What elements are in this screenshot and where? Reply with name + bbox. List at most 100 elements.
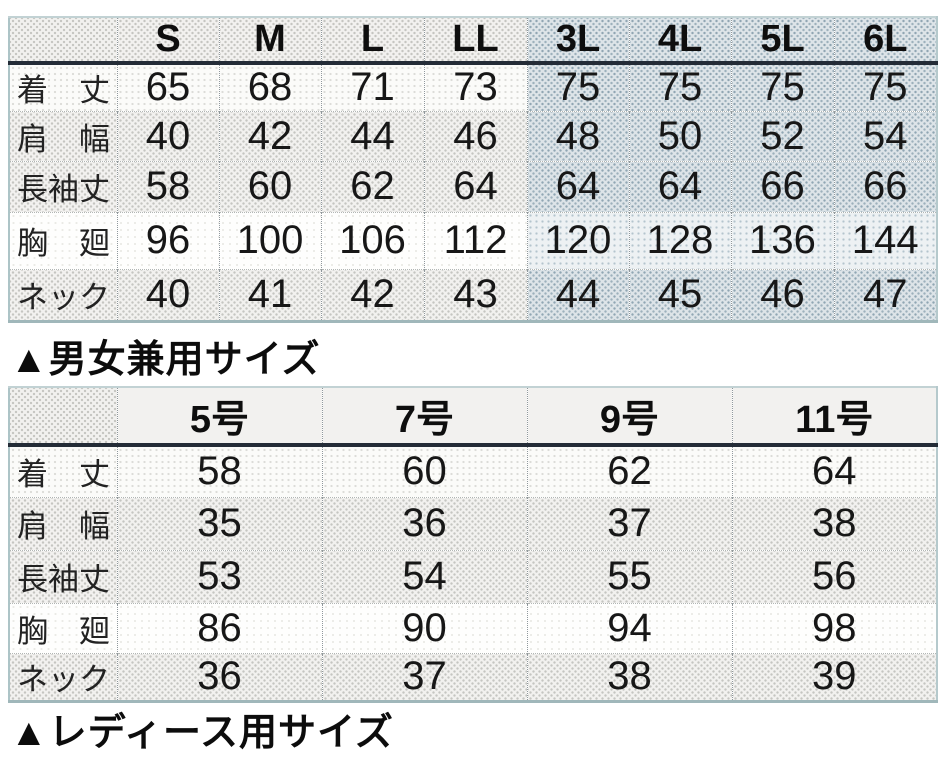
size-cell: 44 — [320, 110, 424, 161]
size-cell: 100 — [218, 211, 321, 269]
size-cell: 46 — [730, 268, 834, 321]
size-cell: 64 — [731, 444, 937, 497]
size-cell: 62 — [526, 444, 732, 497]
column-header-l: L — [320, 17, 424, 65]
size-cell: 112 — [423, 211, 527, 269]
size-cell: 90 — [321, 602, 527, 653]
row-label-sleeve-length: 長袖丈 — [9, 549, 117, 603]
size-cell: 144 — [833, 211, 937, 269]
size-cell: 58 — [116, 444, 322, 497]
row-label-chest: 胸 廻 — [9, 211, 117, 269]
size-cell: 64 — [423, 160, 527, 212]
size-cell: 43 — [423, 268, 527, 321]
column-header-m: M — [218, 17, 321, 65]
size-cell: 64 — [526, 160, 629, 212]
corner-cell — [9, 17, 117, 65]
row-label-shoulder-width: 肩 幅 — [9, 110, 117, 161]
size-cell: 48 — [526, 110, 629, 161]
size-cell: 120 — [526, 211, 629, 269]
size-cell: 38 — [526, 652, 732, 701]
size-cell: 54 — [321, 549, 527, 603]
size-cell: 66 — [730, 160, 834, 212]
size-cell: 42 — [218, 110, 321, 161]
size-cell: 46 — [423, 110, 527, 161]
size-cell: 36 — [321, 496, 527, 550]
row-label-sleeve-length: 長袖丈 — [9, 160, 117, 212]
table-row: 胸 廻 96 100 106 112 120 128 136 144 — [9, 211, 937, 269]
size-cell: 37 — [526, 496, 732, 550]
size-cell: 35 — [116, 496, 322, 550]
size-cell: 94 — [526, 602, 732, 653]
size-cell: 55 — [526, 549, 732, 603]
size-cell: 40 — [116, 268, 219, 321]
size-cell: 60 — [218, 160, 321, 212]
column-header-6l: 6L — [833, 17, 937, 65]
table-row: ネック 36 37 38 39 — [9, 652, 937, 701]
size-cell: 56 — [731, 549, 937, 603]
column-header-no7: 7号 — [321, 387, 527, 447]
size-cell: 58 — [116, 160, 219, 212]
size-cell: 42 — [320, 268, 424, 321]
row-label-neck: ネック — [9, 268, 117, 321]
table-row: 胸 廻 86 90 94 98 — [9, 602, 937, 653]
size-cell: 36 — [116, 652, 322, 701]
column-header-3l: 3L — [526, 17, 629, 65]
size-cell: 128 — [628, 211, 731, 269]
size-cell: 65 — [116, 62, 219, 111]
ladies-header-row: 5号 7号 9号 11号 — [9, 387, 937, 447]
size-cell: 75 — [833, 62, 937, 111]
size-cell: 54 — [833, 110, 937, 161]
size-cell: 66 — [833, 160, 937, 212]
size-cell: 44 — [526, 268, 629, 321]
table-row: 肩 幅 40 42 44 46 48 50 52 54 — [9, 110, 937, 161]
size-cell: 53 — [116, 549, 322, 603]
size-cell: 71 — [320, 62, 424, 111]
column-header-ll: LL — [423, 17, 527, 65]
table-row: 着 丈 65 68 71 73 75 75 75 75 — [9, 62, 937, 111]
size-cell: 62 — [320, 160, 424, 212]
size-cell: 136 — [730, 211, 834, 269]
size-cell: 64 — [628, 160, 731, 212]
row-label-body-length: 着 丈 — [9, 444, 117, 497]
size-cell: 75 — [526, 62, 629, 111]
row-label-body-length: 着 丈 — [9, 62, 117, 111]
size-cell: 60 — [321, 444, 527, 497]
size-cell: 39 — [731, 652, 937, 701]
size-cell: 106 — [320, 211, 424, 269]
unisex-size-table: S M L LL 3L 4L 5L 6L 着 丈 65 68 71 73 75 … — [8, 16, 938, 323]
column-header-no9: 9号 — [526, 387, 732, 447]
column-header-4l: 4L — [628, 17, 731, 65]
ladies-caption: ▲レディース用サイズ — [10, 712, 394, 754]
row-label-neck: ネック — [9, 652, 117, 701]
size-cell: 37 — [321, 652, 527, 701]
size-cell: 68 — [218, 62, 321, 111]
size-cell: 50 — [628, 110, 731, 161]
size-cell: 40 — [116, 110, 219, 161]
table-row: ネック 40 41 42 43 44 45 46 47 — [9, 268, 937, 321]
table-row: 長袖丈 58 60 62 64 64 64 66 66 — [9, 160, 937, 212]
size-cell: 96 — [116, 211, 219, 269]
table-row: 肩 幅 35 36 37 38 — [9, 496, 937, 550]
corner-cell — [9, 387, 117, 447]
size-cell: 98 — [731, 602, 937, 653]
column-header-s: S — [116, 17, 219, 65]
column-header-no5: 5号 — [116, 387, 322, 447]
column-header-5l: 5L — [730, 17, 834, 65]
table-row: 長袖丈 53 54 55 56 — [9, 549, 937, 603]
size-cell: 47 — [833, 268, 937, 321]
size-cell: 52 — [730, 110, 834, 161]
size-cell: 75 — [628, 62, 731, 111]
size-cell: 38 — [731, 496, 937, 550]
size-cell: 73 — [423, 62, 527, 111]
size-cell: 45 — [628, 268, 731, 321]
size-cell: 41 — [218, 268, 321, 321]
column-header-no11: 11号 — [731, 387, 937, 447]
unisex-caption: ▲男女兼用サイズ — [10, 339, 321, 381]
size-cell: 86 — [116, 602, 322, 653]
ladies-size-table: 5号 7号 9号 11号 着 丈 58 60 62 64 肩 幅 35 36 3… — [8, 386, 938, 703]
table-row: 着 丈 58 60 62 64 — [9, 444, 937, 497]
row-label-shoulder-width: 肩 幅 — [9, 496, 117, 550]
unisex-header-row: S M L LL 3L 4L 5L 6L — [9, 17, 937, 65]
size-cell: 75 — [730, 62, 834, 111]
row-label-chest: 胸 廻 — [9, 602, 117, 653]
